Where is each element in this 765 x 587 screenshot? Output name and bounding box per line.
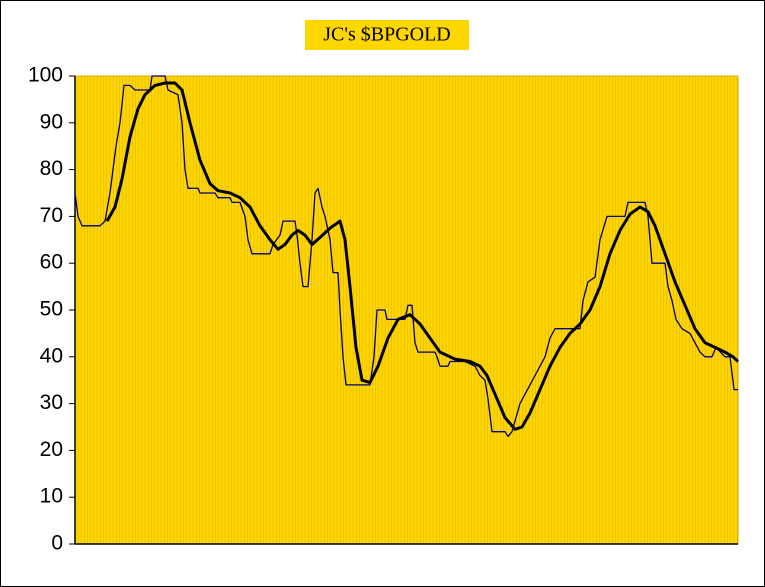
y-tick-label: 90 (40, 110, 63, 133)
y-tick-label: 10 (40, 485, 63, 508)
y-tick-label: 30 (40, 391, 63, 414)
y-tick-label: 100 (28, 64, 63, 87)
y-tick-label: 70 (40, 204, 63, 227)
title-box (305, 20, 469, 50)
y-tick-label: 80 (40, 157, 63, 180)
series-line (74, 75, 738, 438)
y-tick-label: 50 (40, 298, 63, 321)
y-tick-label: 60 (40, 251, 63, 274)
chart-title: JC's $BPGOLD (323, 24, 451, 46)
y-tick-label: 20 (40, 438, 63, 461)
y-tick-label: 0 (51, 532, 63, 555)
series-line (105, 81, 740, 431)
y-tick-label: 40 (40, 344, 63, 367)
